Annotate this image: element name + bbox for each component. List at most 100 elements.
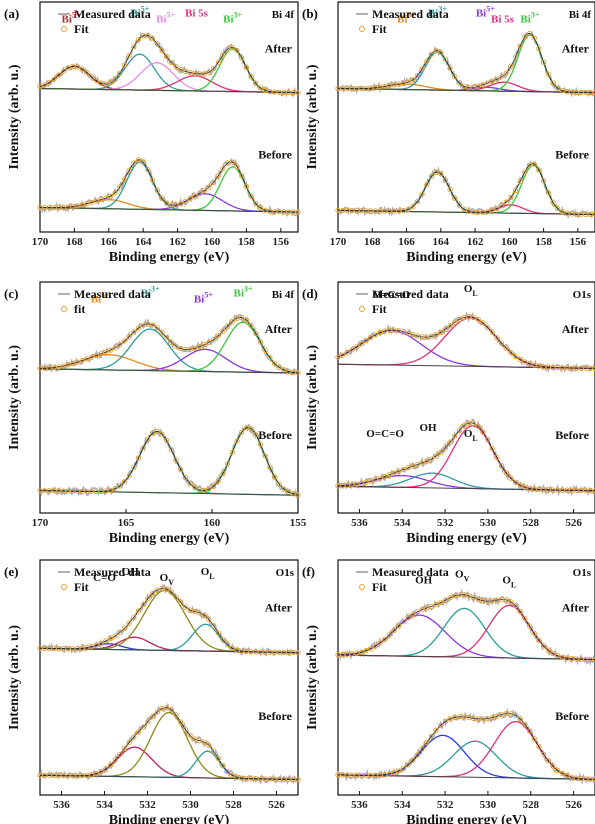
fit-marker bbox=[540, 178, 547, 184]
fit-marker bbox=[107, 487, 114, 493]
peak-label: OH bbox=[122, 566, 140, 578]
fit-marker bbox=[74, 203, 81, 209]
fit-marker bbox=[442, 326, 449, 332]
fit-envelope-after bbox=[40, 588, 298, 653]
fit-marker bbox=[239, 55, 245, 61]
fit-marker bbox=[135, 325, 142, 331]
fit-marker bbox=[480, 320, 486, 326]
fit-marker bbox=[484, 437, 491, 443]
x-tick-label: 528 bbox=[523, 517, 540, 529]
fit-marker bbox=[517, 608, 523, 615]
x-tick-label: 528 bbox=[225, 799, 242, 811]
fit-marker bbox=[206, 486, 212, 492]
x-tick-label: 526 bbox=[565, 799, 582, 811]
fit-envelope-before bbox=[39, 427, 299, 495]
x-tick-label: 162 bbox=[467, 236, 484, 248]
plot-frame bbox=[337, 559, 595, 796]
fit-marker bbox=[344, 350, 350, 356]
x-tick-label: 532 bbox=[437, 517, 454, 529]
background-line-before bbox=[39, 207, 299, 213]
fit-marker bbox=[391, 470, 397, 476]
fit-marker bbox=[149, 713, 156, 720]
fit-marker bbox=[295, 370, 301, 376]
panel-letter: (d) bbox=[302, 286, 318, 301]
fit-marker bbox=[248, 323, 254, 329]
fit-marker bbox=[410, 204, 416, 210]
peak-label: Bi3+ bbox=[223, 11, 242, 26]
fit-marker bbox=[363, 648, 369, 654]
x-tick-label: 168 bbox=[364, 236, 381, 248]
fit-marker bbox=[121, 745, 128, 752]
state-label-before: Before bbox=[555, 428, 589, 442]
fit-marker bbox=[121, 479, 128, 485]
fit-marker bbox=[424, 58, 430, 64]
state-label-after: After bbox=[562, 601, 590, 615]
fit-marker bbox=[295, 89, 301, 96]
fit-marker bbox=[512, 479, 519, 486]
fit-marker bbox=[112, 190, 118, 196]
fit-marker bbox=[112, 486, 118, 492]
fit-marker bbox=[145, 436, 151, 442]
x-tick-label: 160 bbox=[204, 236, 221, 248]
fit-marker bbox=[470, 594, 477, 601]
fit-marker bbox=[267, 464, 273, 470]
fit-marker bbox=[182, 474, 189, 481]
x-tick-label: 164 bbox=[135, 236, 152, 248]
fit-marker bbox=[396, 623, 402, 629]
legend-fit-label: Fit bbox=[74, 580, 89, 594]
fit-marker bbox=[447, 595, 453, 601]
fit-marker bbox=[224, 768, 231, 775]
fit-marker bbox=[210, 748, 217, 754]
state-label-before: Before bbox=[258, 147, 292, 161]
fit-marker bbox=[210, 336, 217, 343]
peak-label: Bi5+ bbox=[194, 291, 213, 306]
fit-marker bbox=[540, 751, 547, 757]
fit-marker bbox=[262, 87, 268, 93]
fit-marker bbox=[135, 455, 142, 461]
fit-marker bbox=[196, 343, 203, 350]
fit-marker bbox=[257, 85, 264, 91]
fit-marker bbox=[178, 345, 184, 352]
fit-marker bbox=[285, 489, 292, 495]
core-level-label: Bi 4f bbox=[272, 289, 295, 301]
fit-marker bbox=[405, 79, 411, 85]
fit-marker bbox=[368, 478, 374, 484]
x-axis-title: Binding energy (eV) bbox=[109, 813, 230, 824]
fit-marker bbox=[438, 329, 444, 335]
fit-marker bbox=[103, 349, 109, 355]
fit-marker bbox=[545, 71, 551, 77]
fit-marker bbox=[243, 183, 250, 190]
fit-marker bbox=[168, 707, 174, 713]
fit-marker bbox=[149, 322, 156, 328]
fit-marker bbox=[442, 56, 449, 62]
legend-fit-swatch bbox=[359, 584, 365, 590]
state-label-after: After bbox=[265, 42, 293, 56]
fit-marker bbox=[135, 729, 142, 735]
fit-marker bbox=[229, 449, 235, 455]
fit-marker bbox=[145, 32, 151, 39]
panel-letter: (e) bbox=[4, 564, 18, 579]
fit-marker bbox=[447, 323, 453, 329]
legend-measured-label: Measured data bbox=[372, 287, 449, 301]
x-tick-label: 536 bbox=[351, 799, 368, 811]
fit-marker bbox=[400, 618, 407, 625]
fit-marker bbox=[396, 468, 402, 474]
peak-label: OL bbox=[464, 428, 478, 443]
fit-marker bbox=[215, 755, 221, 762]
fit-marker bbox=[470, 314, 477, 321]
measured-data-after bbox=[337, 588, 595, 667]
fit-marker bbox=[550, 763, 556, 769]
fit-marker bbox=[354, 344, 360, 350]
fit-marker bbox=[248, 73, 254, 80]
fit-marker bbox=[182, 726, 189, 733]
fit-marker bbox=[438, 599, 444, 606]
fit-marker bbox=[271, 474, 278, 480]
fit-marker bbox=[206, 742, 212, 749]
fit-marker bbox=[428, 733, 435, 739]
fit-marker bbox=[51, 76, 57, 82]
fit-marker bbox=[149, 430, 156, 436]
fit-marker bbox=[508, 711, 514, 717]
